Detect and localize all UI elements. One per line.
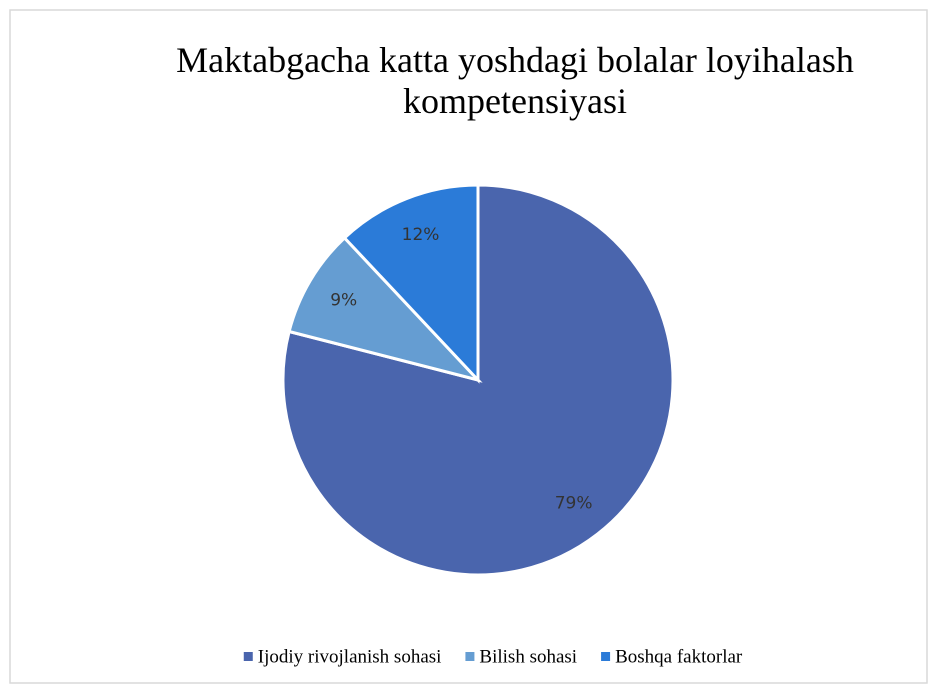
legend-label: Boshqa faktorlar [615,646,743,667]
pie-slice [342,183,480,384]
legend-swatch [465,652,475,661]
data-label: 9% [330,291,357,311]
chart-frame [9,9,928,684]
data-label: 12% [402,225,440,245]
legend-swatch [601,652,611,661]
chart-title: Maktabgacha katta yoshdagi bolalar loyih… [176,40,854,121]
legend-swatch [243,652,253,661]
data-label: 79% [555,493,593,513]
pie-slice [287,235,483,383]
legend-label: Ijodiy rivojlanish sohasi [258,646,442,667]
legend-label: Bilish sohasi [479,646,577,667]
